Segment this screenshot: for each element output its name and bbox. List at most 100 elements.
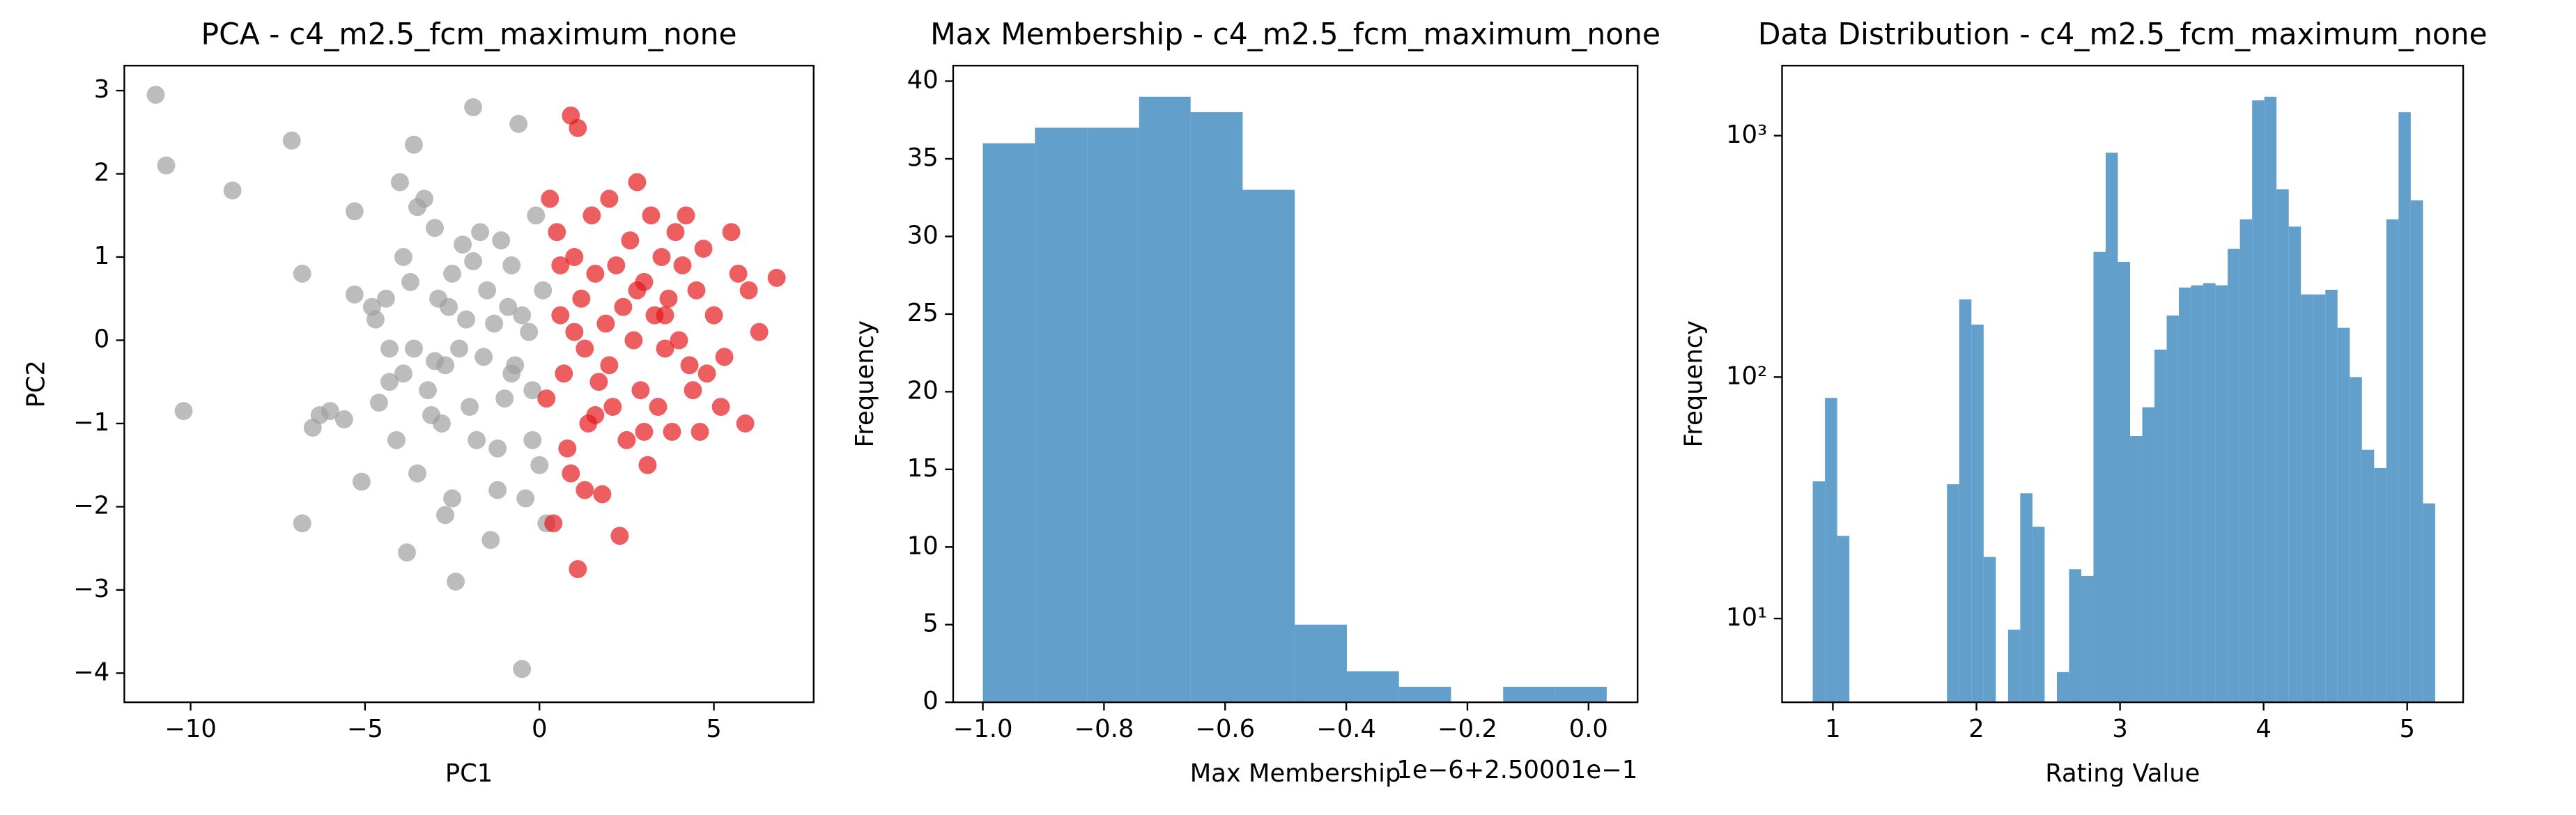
axes-frame [123,65,815,704]
point [401,272,419,291]
point [380,373,399,391]
point [715,348,734,366]
chart-title: PCA - c4_m2.5_fcm_maximum_none [201,17,737,51]
point [704,306,723,325]
bar [2374,467,2386,703]
point [666,223,685,242]
point [631,381,650,400]
bar [1190,112,1243,703]
point [352,472,371,491]
bar [2264,96,2277,703]
point [656,306,674,325]
point [513,660,532,678]
bar [1398,686,1451,703]
bar [982,143,1035,703]
bar [2239,219,2253,703]
point [293,264,311,283]
point [454,235,472,254]
y-tick-label: 15 [907,454,939,483]
point [596,314,615,333]
y-tick-label: 20 [907,376,939,405]
bar [1555,686,1607,703]
point [555,364,573,383]
y-tick-label: 10² [1726,362,1767,390]
point [523,381,542,400]
point [461,398,479,417]
point [321,402,339,420]
point [551,256,570,274]
bar [2215,285,2228,703]
point [488,481,507,499]
point [569,118,587,137]
bar [2386,219,2399,703]
point [523,430,542,449]
bar [2130,435,2143,703]
y-tick-label: 10¹ [1726,603,1767,632]
point [680,356,699,375]
point [593,485,612,504]
point [663,422,681,441]
point [722,223,741,242]
x-axis-label: Rating Value [2045,759,2200,788]
point [600,189,619,208]
point [586,406,605,424]
bar [2276,189,2289,703]
bar [1971,324,1984,703]
point [419,381,437,400]
bar [1139,96,1191,703]
point [488,439,507,458]
y-tick-label: 0 [923,687,938,715]
point [569,560,587,578]
point [380,339,399,358]
point [614,297,633,316]
bar [1295,624,1347,703]
point [621,231,640,250]
y-axis-label: Frequency [1680,320,1709,448]
point [551,306,570,325]
point [398,543,416,562]
point [638,456,657,474]
point [345,202,364,221]
bar [2154,349,2167,703]
point [565,248,584,266]
bar [1346,671,1399,703]
point [544,514,563,533]
point [534,281,553,300]
point [405,339,423,358]
axes-frame [1781,65,2465,704]
point [670,331,688,350]
point [485,314,504,333]
point [673,256,692,274]
y-tick-label: −2 [73,491,109,520]
bar [2032,527,2045,703]
bar [2203,283,2216,703]
bar [1959,299,1972,703]
bar [2228,249,2240,703]
point [610,527,629,545]
x-tick-label: 1 [1825,715,1840,743]
chart-title: Max Membership - c4_m2.5_fcm_maximum_non… [930,17,1660,51]
point [659,289,678,308]
point [600,356,619,375]
point [576,339,594,358]
y-tick-label: −1 [73,408,109,437]
point [471,223,490,242]
point [443,264,462,283]
point [562,464,580,483]
point [628,281,647,300]
y-tick-label: 0 [94,325,109,353]
point [586,264,605,283]
point [677,206,695,225]
point [492,231,511,250]
point [687,281,706,300]
point [530,456,549,474]
y-tick-label: 25 [907,299,939,327]
point [468,430,486,449]
y-tick-label: 3 [94,75,109,104]
point [366,310,385,329]
y-tick-label: −4 [73,658,109,686]
point [457,310,476,329]
bar [2288,226,2301,703]
x-tick-label: 2 [1968,715,1984,743]
x-tick-label: −1.0 [953,715,1013,743]
